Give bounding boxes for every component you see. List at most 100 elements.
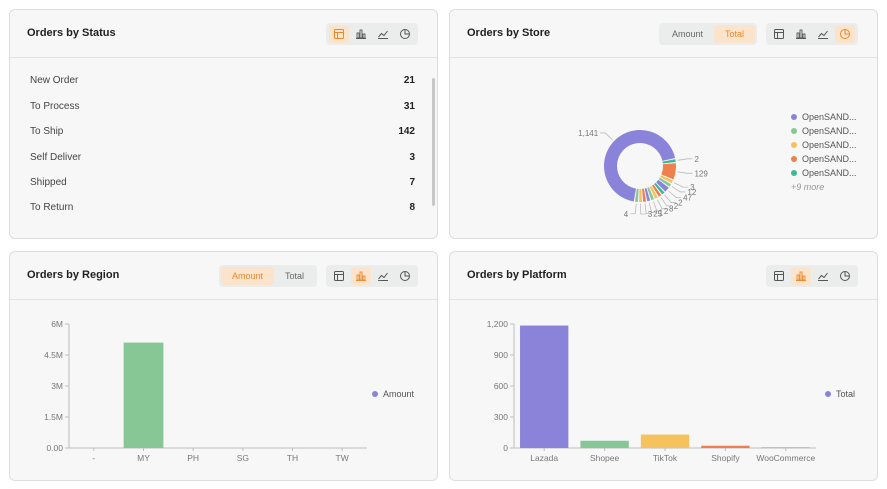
pie-chart-view-button[interactable]: [395, 267, 415, 285]
legend-label: OpenSAND...: [802, 168, 857, 178]
amount-toggle-button[interactable]: Amount: [672, 29, 704, 39]
slice-label-line: [673, 182, 689, 188]
table-view-button[interactable]: [769, 267, 789, 285]
donut-slice[interactable]: [649, 186, 658, 199]
slice-label-line: [677, 158, 693, 161]
bar[interactable]: [520, 325, 569, 448]
line-chart-icon: [378, 30, 388, 39]
donut-slice[interactable]: [634, 188, 639, 202]
pie-chart-icon: [840, 271, 850, 281]
table-view-button[interactable]: [329, 25, 349, 43]
legend-item[interactable]: OpenSAND...: [791, 152, 857, 166]
x-tick-label: -: [92, 453, 95, 463]
donut-slice[interactable]: [644, 188, 651, 202]
slice-value-label: 2: [678, 199, 683, 208]
status-count: 21: [403, 75, 415, 86]
pie-chart-view-button[interactable]: [835, 25, 855, 43]
bar-chart-view-button[interactable]: [791, 267, 811, 285]
legend-dot: [791, 169, 797, 176]
donut-slice[interactable]: [662, 159, 676, 164]
platform-bar-chart: 0 300 600 900 1,200 Lazada Shopee TikTok Shopify…: [487, 319, 816, 463]
card-title: Orders by Status: [27, 27, 116, 39]
x-tick-label: SG: [237, 453, 249, 463]
legend-item[interactable]: OpenSAND...: [791, 166, 857, 180]
slice-value-label: 4: [624, 210, 629, 219]
legend-label: Total: [836, 389, 856, 399]
view-switcher: [326, 23, 418, 45]
table-icon: [334, 29, 344, 39]
region-legend: Amount: [372, 387, 414, 401]
donut-slice[interactable]: [604, 130, 676, 202]
region-bar-chart: 0.00 1.5M 3M 4.5M 6M - MY PH SG TH TW: [44, 319, 367, 463]
amount-toggle-button[interactable]: Amount: [221, 267, 275, 285]
slice-label-line: [660, 197, 672, 207]
legend-item[interactable]: Total: [825, 387, 855, 401]
donut-slice[interactable]: [652, 184, 662, 197]
pie-chart-view-button[interactable]: [835, 267, 855, 285]
y-tick-label: 900: [494, 350, 508, 360]
donut-slice[interactable]: [642, 188, 647, 202]
legend-item[interactable]: OpenSAND...: [791, 124, 857, 138]
bar-chart-view-button[interactable]: [351, 267, 371, 285]
legend-item[interactable]: Amount: [372, 387, 414, 401]
slice-value-label: 1: [659, 209, 664, 218]
view-switcher: [326, 265, 418, 287]
legend-item[interactable]: OpenSAND...: [791, 138, 857, 152]
legend-item[interactable]: OpenSAND...: [791, 110, 857, 124]
store-legend: OpenSAND... OpenSAND... OpenSAND... Open…: [791, 110, 857, 194]
slice-label-line: [630, 203, 637, 215]
total-toggle-button[interactable]: Total: [285, 271, 305, 281]
line-chart-icon: [818, 30, 828, 39]
status-row-to-process: To Process 31: [30, 101, 415, 117]
total-toggle-button[interactable]: Total: [714, 25, 756, 43]
table-view-button[interactable]: [769, 25, 789, 43]
slice-value-label: 2: [664, 207, 669, 216]
donut-slice[interactable]: [639, 188, 642, 202]
slice-value-label: 2: [674, 202, 679, 211]
donut-slice[interactable]: [654, 182, 665, 195]
legend-dot: [825, 390, 831, 397]
bar-chart-view-button[interactable]: [351, 25, 371, 43]
bar[interactable]: [640, 434, 690, 448]
donut-slice[interactable]: [656, 179, 669, 192]
bar[interactable]: [123, 342, 164, 448]
bar[interactable]: [580, 440, 629, 448]
slice-label-line: [677, 171, 693, 174]
donut-slice[interactable]: [660, 175, 673, 184]
card-title: Orders by Store: [467, 27, 551, 39]
y-tick-label: 600: [494, 381, 508, 391]
line-chart-view-button[interactable]: [373, 267, 393, 285]
table-icon: [774, 271, 784, 281]
x-tick-label: TW: [336, 453, 349, 463]
slice-value-label: 12: [687, 188, 696, 197]
card-header: Orders by Region Amount Total: [10, 252, 437, 300]
donut-slice[interactable]: [658, 177, 672, 187]
line-chart-view-button[interactable]: [373, 25, 393, 43]
legend-more-link[interactable]: +9 more: [791, 182, 825, 192]
donut-slice[interactable]: [661, 163, 676, 180]
bar[interactable]: [761, 447, 810, 448]
slice-value-label: 8: [669, 205, 674, 214]
line-chart-view-button[interactable]: [813, 25, 833, 43]
table-icon: [774, 29, 784, 39]
y-tick-label: 0.00: [46, 443, 63, 453]
line-chart-view-button[interactable]: [813, 267, 833, 285]
pie-chart-view-button[interactable]: [395, 25, 415, 43]
x-tick-label: TH: [287, 453, 298, 463]
donut-slice[interactable]: [647, 187, 655, 201]
status-label: To Return: [30, 202, 74, 213]
bar[interactable]: [701, 445, 750, 448]
legend-dot: [791, 141, 797, 148]
legend-label: Amount: [383, 389, 415, 399]
platform-legend: Total: [825, 387, 855, 401]
pie-chart-icon: [400, 29, 410, 39]
line-chart-icon: [818, 272, 828, 281]
slice-label-line: [671, 186, 686, 193]
bar-chart-view-button[interactable]: [791, 25, 811, 43]
slice-label-line: [653, 201, 662, 212]
status-row-to-ship: To Ship 142: [30, 126, 415, 142]
pie-chart-icon: [840, 29, 850, 39]
table-view-button[interactable]: [329, 267, 349, 285]
x-tick-label: PH: [187, 453, 199, 463]
scrollbar[interactable]: [432, 78, 435, 206]
